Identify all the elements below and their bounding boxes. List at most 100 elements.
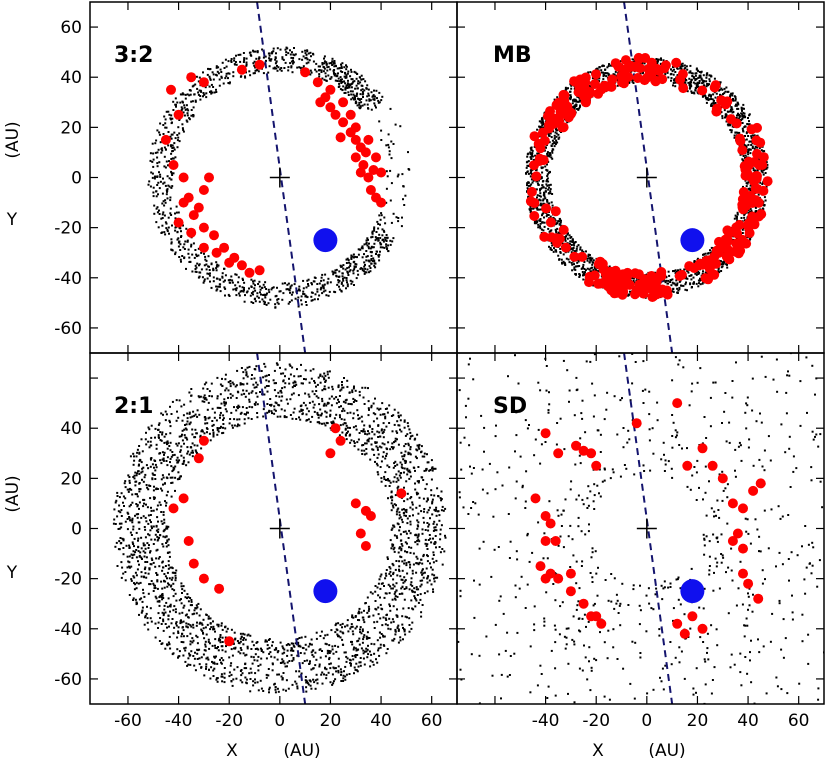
particle xyxy=(428,579,431,582)
highlighted-particle xyxy=(671,57,682,68)
particle xyxy=(731,125,734,128)
particle xyxy=(296,654,299,657)
particle xyxy=(745,138,748,141)
particle xyxy=(443,550,446,553)
particle xyxy=(686,90,689,93)
particle xyxy=(259,291,261,294)
particle xyxy=(243,57,246,60)
particle xyxy=(696,83,699,86)
particle xyxy=(224,274,227,277)
particle xyxy=(250,655,253,658)
particle xyxy=(721,115,724,118)
particle xyxy=(203,93,206,96)
particle xyxy=(179,93,182,96)
particle xyxy=(555,135,558,138)
particle xyxy=(215,289,218,292)
particle xyxy=(366,84,369,87)
particle xyxy=(571,263,574,266)
particle xyxy=(530,170,533,173)
particle xyxy=(176,101,179,104)
particle xyxy=(298,289,301,292)
particle xyxy=(253,298,256,301)
particle xyxy=(705,85,708,88)
particle xyxy=(562,253,565,256)
particle xyxy=(748,123,751,126)
particle xyxy=(194,249,197,251)
particle xyxy=(761,183,764,186)
particle xyxy=(170,152,173,155)
highlighted-particle xyxy=(741,238,752,249)
particle xyxy=(186,664,189,667)
particle xyxy=(378,214,381,217)
particle xyxy=(336,67,339,70)
particle xyxy=(738,131,741,134)
particle xyxy=(310,295,313,298)
particle xyxy=(683,64,686,67)
particle xyxy=(182,93,185,96)
particle xyxy=(164,565,167,567)
particle xyxy=(547,227,550,230)
particle xyxy=(543,191,545,194)
particle xyxy=(240,367,243,369)
particle xyxy=(213,667,216,670)
particle xyxy=(309,69,312,72)
particle xyxy=(223,404,226,407)
particle xyxy=(157,193,159,196)
particle xyxy=(409,435,412,438)
highlighted-particle xyxy=(529,131,540,142)
particle xyxy=(322,279,325,282)
particle xyxy=(209,77,212,80)
particle xyxy=(576,108,579,111)
particle xyxy=(237,292,240,295)
particle xyxy=(407,151,409,154)
particle xyxy=(430,489,433,492)
particle xyxy=(725,120,728,123)
particle xyxy=(546,200,549,203)
particle xyxy=(164,166,167,169)
particle xyxy=(365,242,368,245)
highlighted-particle xyxy=(529,211,540,221)
particle xyxy=(692,81,695,84)
particle xyxy=(342,267,345,270)
particle xyxy=(570,251,573,254)
particle xyxy=(169,196,172,199)
particle xyxy=(538,208,540,211)
particle xyxy=(221,275,224,278)
highlighted-particle xyxy=(651,63,662,74)
particle xyxy=(319,381,322,384)
particle xyxy=(281,298,284,301)
particle xyxy=(267,288,270,291)
particle xyxy=(256,647,259,650)
plot-content xyxy=(147,2,411,353)
particle xyxy=(378,91,381,94)
plot-content xyxy=(112,353,447,704)
particle xyxy=(662,59,665,62)
particle xyxy=(344,72,347,75)
particle xyxy=(156,165,159,168)
particle xyxy=(723,260,726,263)
particle xyxy=(156,175,159,178)
particle xyxy=(571,269,574,272)
particle xyxy=(711,98,714,101)
particle xyxy=(536,194,539,197)
particle xyxy=(385,240,388,242)
y-tick-label: -20 xyxy=(54,219,82,239)
particle xyxy=(168,160,170,163)
particle xyxy=(292,53,295,56)
particle xyxy=(183,257,186,260)
particle xyxy=(736,107,739,110)
particle xyxy=(355,93,358,96)
particle xyxy=(324,381,327,383)
particle xyxy=(318,421,320,424)
particle xyxy=(631,80,634,83)
particle xyxy=(694,72,697,75)
particle xyxy=(365,239,368,242)
particle xyxy=(291,62,294,65)
particle xyxy=(303,293,306,296)
particle xyxy=(674,85,677,88)
particle xyxy=(357,619,359,621)
particle xyxy=(354,255,357,258)
particle xyxy=(544,165,547,168)
particle xyxy=(299,418,302,421)
particle xyxy=(740,106,743,109)
